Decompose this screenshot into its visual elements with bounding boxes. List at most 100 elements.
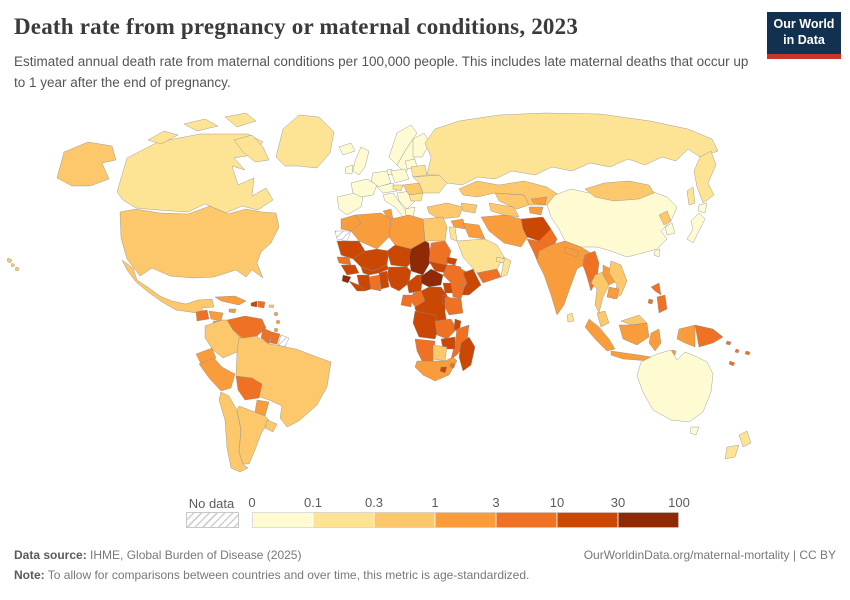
country-russia-kamchatka[interactable] <box>693 150 717 204</box>
country-sri-lanka[interactable] <box>566 312 575 323</box>
country-uae[interactable] <box>495 256 506 264</box>
country-suriname[interactable] <box>269 331 281 345</box>
country-bolivia[interactable] <box>235 375 263 401</box>
country-solomon-islands[interactable] <box>725 340 732 346</box>
country-venezuela[interactable] <box>226 315 267 339</box>
country-namibia[interactable] <box>414 338 436 364</box>
country-indonesia-sulawesi[interactable] <box>648 328 662 352</box>
country-spain-portugal[interactable] <box>336 192 364 216</box>
country-nepal[interactable] <box>564 246 580 258</box>
country-french-guiana-nodata[interactable] <box>277 334 290 348</box>
country-canada-baffin[interactable] <box>233 134 270 163</box>
country-zimbabwe[interactable] <box>440 336 456 350</box>
country-iraq[interactable] <box>462 222 486 240</box>
country-taiwan[interactable] <box>653 248 661 258</box>
country-turkmenistan[interactable] <box>488 202 520 218</box>
country-indonesia-java[interactable] <box>610 350 652 362</box>
country-vanuatu[interactable] <box>734 348 740 354</box>
country-cuba[interactable] <box>214 295 247 306</box>
country-indonesia-kalimantan[interactable] <box>618 322 650 346</box>
country-australia[interactable] <box>636 349 714 423</box>
country-malaysia-peninsula[interactable] <box>596 310 610 328</box>
country-peru[interactable] <box>198 357 236 392</box>
country-new-caledonia[interactable] <box>728 360 736 367</box>
country-new-zealand[interactable] <box>724 430 752 460</box>
country-tajikistan[interactable] <box>528 206 544 216</box>
country-madagascar[interactable] <box>458 336 476 372</box>
legend-swatch-0.1-0.3[interactable] <box>312 512 375 528</box>
country-angola[interactable] <box>412 310 440 340</box>
legend-swatch-30-100[interactable] <box>617 512 679 528</box>
country-mongolia[interactable] <box>584 180 655 202</box>
country-indonesia-papua[interactable] <box>676 324 696 348</box>
country-india[interactable] <box>536 240 592 316</box>
country-iceland[interactable] <box>338 142 356 156</box>
country-central-europe[interactable] <box>376 182 398 194</box>
legend-swatch-0.3-1[interactable] <box>373 512 436 528</box>
country-papua-new-guinea[interactable] <box>694 324 724 348</box>
country-finland[interactable] <box>412 132 431 158</box>
country-saudi-arabia[interactable] <box>456 238 505 274</box>
country-central-african-republic[interactable] <box>420 268 444 288</box>
owid-logo[interactable]: Our World in Data <box>767 12 841 59</box>
country-hawaii-usa[interactable] <box>6 257 20 272</box>
country-chad[interactable] <box>408 240 432 276</box>
country-nigeria[interactable] <box>386 266 412 292</box>
country-dominican-republic[interactable] <box>257 300 266 309</box>
legend-swatch-1-3[interactable] <box>434 512 497 528</box>
country-ghana[interactable] <box>368 274 382 292</box>
country-honduras[interactable] <box>208 310 224 322</box>
country-eswatini[interactable] <box>449 362 456 369</box>
country-russia[interactable] <box>424 112 719 186</box>
country-indonesia-sumatra[interactable] <box>584 318 616 352</box>
country-turkey[interactable] <box>426 202 464 220</box>
country-canada-arctic-2[interactable] <box>183 118 219 132</box>
country-ireland[interactable] <box>344 164 354 175</box>
country-guinea[interactable] <box>340 264 360 276</box>
country-greenland[interactable] <box>275 114 335 169</box>
country-fiji[interactable] <box>744 350 751 356</box>
country-usa[interactable] <box>119 205 280 279</box>
country-lesotho[interactable] <box>439 366 448 374</box>
country-egypt[interactable] <box>422 216 448 242</box>
country-western-sahara-nodata[interactable] <box>334 230 352 242</box>
country-zambia[interactable] <box>434 318 458 340</box>
country-mexico[interactable] <box>121 259 215 315</box>
country-gabon[interactable] <box>400 294 414 308</box>
country-sierra-leone[interactable] <box>341 274 352 284</box>
country-united-kingdom[interactable] <box>352 146 370 176</box>
legend-color-scale[interactable] <box>252 512 679 528</box>
country-guatemala[interactable] <box>195 309 210 322</box>
country-alaska-usa[interactable] <box>56 141 117 187</box>
legend-swatch-0-0.1[interactable] <box>252 512 314 528</box>
country-canada[interactable] <box>116 133 274 214</box>
country-belarus[interactable] <box>410 164 428 178</box>
country-jamaica[interactable] <box>228 308 237 314</box>
country-canada-arctic-3[interactable] <box>224 112 257 128</box>
country-syria[interactable] <box>450 218 466 230</box>
country-argentina[interactable] <box>236 405 270 465</box>
country-tanzania[interactable] <box>444 296 464 316</box>
legend-swatch-3-10[interactable] <box>495 512 558 528</box>
country-poland[interactable] <box>390 168 410 184</box>
country-france[interactable] <box>350 178 378 198</box>
country-somalia[interactable] <box>458 268 482 296</box>
country-philippines[interactable] <box>647 282 668 314</box>
country-eritrea[interactable] <box>446 256 458 266</box>
country-caucasus[interactable] <box>460 202 478 214</box>
country-canada-arctic-1[interactable] <box>147 130 179 145</box>
country-russia-sakhalin[interactable] <box>686 186 696 206</box>
country-japan[interactable] <box>686 202 708 244</box>
country-togo-benin[interactable] <box>378 270 390 290</box>
country-bulgaria[interactable] <box>408 192 424 202</box>
country-botswana[interactable] <box>432 344 448 362</box>
country-ivory-coast[interactable] <box>356 274 372 292</box>
country-lesser-antilles[interactable] <box>273 311 281 333</box>
legend-swatch-10-30[interactable] <box>556 512 619 528</box>
country-australia-tasmania[interactable] <box>689 426 700 436</box>
country-burkina-faso[interactable] <box>360 264 390 276</box>
country-israel-jordan[interactable] <box>448 226 458 242</box>
country-uruguay[interactable] <box>264 419 278 433</box>
country-puerto-rico[interactable] <box>268 304 275 309</box>
country-north-korea[interactable] <box>658 210 672 226</box>
